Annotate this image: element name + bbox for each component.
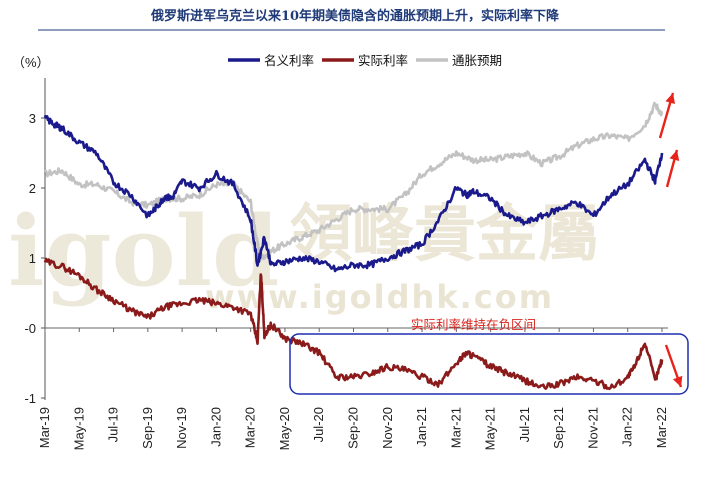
watermark-url: www.igoldhk.com xyxy=(205,278,554,316)
y-tick-label: 2 xyxy=(29,181,36,196)
series-line-breakeven xyxy=(44,101,664,261)
arrow-nominal-head xyxy=(669,150,680,161)
x-tick-label: Jul-21 xyxy=(517,407,532,442)
x-tick-label: Mar-22 xyxy=(654,407,669,448)
watermark: igold 領峰貴金屬 www.igoldhk.com xyxy=(8,195,600,316)
x-tick-label: Nov-20 xyxy=(380,407,395,449)
chart-title: 俄罗斯进军乌克兰以来10年期美债隐含的通胀预期上升，实际利率下降 xyxy=(150,8,560,24)
legend-label-nominal: 名义利率 xyxy=(264,53,314,68)
x-tick-label: Jul-20 xyxy=(311,407,326,442)
legend-label-breakeven: 通胀预期 xyxy=(452,53,502,68)
x-tick-label: Nov-19 xyxy=(174,407,189,449)
x-tick-label: Sep-20 xyxy=(346,407,361,449)
watermark-brand: igold xyxy=(8,195,279,308)
annotation-text: 实际利率维持在负区间 xyxy=(411,317,536,332)
x-tick-label: May-21 xyxy=(483,407,498,450)
arrow-breakeven-head xyxy=(665,93,676,104)
x-tick-label: May-19 xyxy=(71,407,86,450)
x-tick-label: Jan-22 xyxy=(620,407,635,447)
legend: 名义利率 实际利率 通胀预期 xyxy=(228,53,502,68)
x-tick-label: Sep-21 xyxy=(551,407,566,449)
x-tick-label: Jan-20 xyxy=(208,407,223,447)
x-tick-label: Mar-21 xyxy=(448,407,463,448)
y-axis-unit: （%） xyxy=(12,55,50,70)
series-line-real xyxy=(43,257,664,391)
y-tick-label: -0 xyxy=(24,321,36,336)
y-tick-label: 3 xyxy=(29,111,36,126)
annotation: 实际利率维持在负区间 xyxy=(289,317,689,395)
series-layer xyxy=(43,101,664,391)
annotation-box xyxy=(289,333,689,395)
arrow-real-head xyxy=(672,375,683,387)
x-tick-label: Nov-21 xyxy=(585,407,600,449)
x-tick-label: Mar-19 xyxy=(37,407,52,448)
x-tick-label: May-20 xyxy=(277,407,292,450)
series-line-nominal xyxy=(43,114,664,273)
trend-arrows xyxy=(658,92,683,388)
x-tick-label: Sep-19 xyxy=(140,407,155,449)
y-tick-label: -1 xyxy=(24,391,36,406)
watermark-chinese: 領峰貴金屬 xyxy=(290,197,600,270)
x-tick-label: Jan-21 xyxy=(414,407,429,447)
legend-label-real: 实际利率 xyxy=(358,53,408,68)
x-tick-label: Mar-20 xyxy=(243,407,258,448)
x-tick-label: Jul-19 xyxy=(106,407,121,442)
y-tick-label: 1 xyxy=(29,251,36,266)
